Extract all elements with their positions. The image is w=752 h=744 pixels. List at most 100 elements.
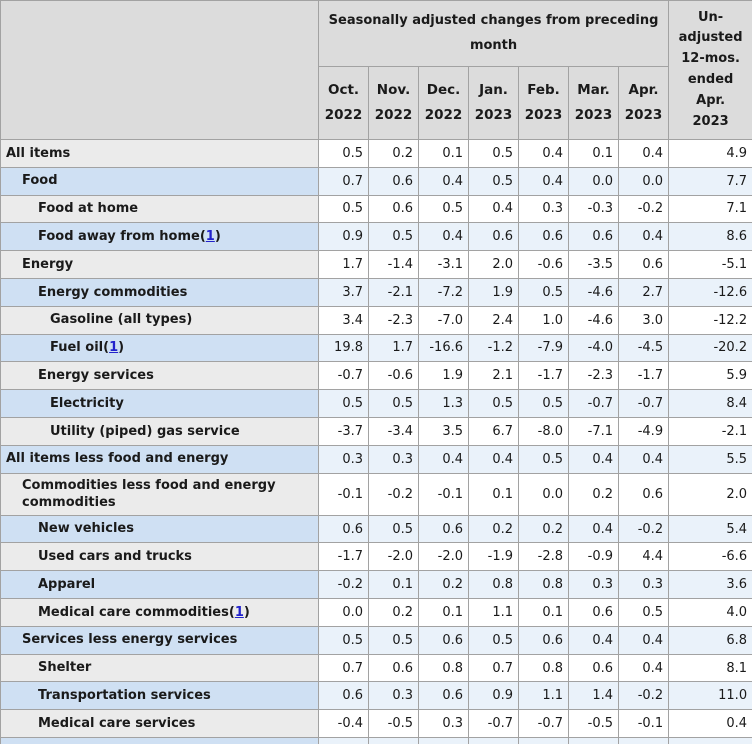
data-cell: 0.5	[368, 514, 419, 544]
data-cell: -0.7	[617, 389, 670, 418]
row-label: All items less food and energy	[0, 444, 319, 474]
data-cell: 1.1	[468, 598, 519, 627]
row-label: Food away from home(1)	[0, 222, 319, 252]
data-cell: 0.4	[617, 222, 670, 252]
data-cell: -1.7	[318, 542, 369, 572]
data-cell: -0.7	[468, 709, 519, 739]
row-label: Medical care commodities(1)	[0, 598, 319, 627]
data-cell: 6.8	[668, 625, 752, 655]
data-cell: -0.5	[568, 709, 619, 739]
data-cell: -0.1	[318, 472, 369, 516]
data-cell: 0.6	[617, 250, 670, 279]
footnote-link[interactable]: 1	[234, 604, 244, 620]
data-cell: -7.9	[518, 333, 569, 363]
data-cell: 0.6	[368, 653, 419, 683]
data-cell: -0.3	[568, 194, 619, 224]
month-header-jan-2023: Jan. 2023	[468, 66, 519, 140]
data-cell: 0.6	[418, 681, 469, 711]
table-row: Energy 1.7 -1.4 -3.1 2.0 -0.6 -3.5 0.6 -5.1	[0, 250, 752, 279]
data-cell: 3.7	[318, 277, 369, 307]
data-cell: 2.1	[468, 361, 519, 391]
data-cell: 19.8	[318, 333, 369, 363]
month-header-apr-2023: Apr. 2023	[617, 66, 670, 140]
data-cell: -1.7	[617, 361, 670, 391]
data-cell	[468, 737, 519, 744]
data-cell: 0.1	[368, 570, 419, 600]
data-cell: 7.7	[668, 166, 752, 196]
data-cell: 3.4	[318, 305, 369, 335]
data-cell: 0.5	[418, 194, 469, 224]
data-cell: 2.4	[468, 305, 519, 335]
data-cell: 0.2	[368, 139, 419, 168]
data-cell: -0.2	[617, 681, 670, 711]
table-row: Gasoline (all types) 3.4 -2.3 -7.0 2.4 1.0 -4.…	[0, 305, 752, 335]
data-cell: 0.3	[318, 444, 369, 474]
data-cell: 0.6	[318, 681, 369, 711]
table-row: Food 0.7 0.6 0.4 0.5 0.4 0.0 0.0 7.7	[0, 166, 752, 196]
footnote-link[interactable]: 1	[109, 340, 119, 356]
data-cell: 0.4	[468, 444, 519, 474]
data-cell: 0.0	[518, 472, 569, 516]
data-cell: 0.6	[418, 514, 469, 544]
data-cell: 0.7	[468, 653, 519, 683]
table-row: Energy services -0.7 -0.6 1.9 2.1 -1.7 -2.3 -1.…	[0, 361, 752, 391]
data-cell: 0.6	[617, 472, 670, 516]
data-cell: 0.8	[418, 653, 469, 683]
month-header-dec-2022: Dec. 2022	[418, 66, 469, 140]
data-cell: -3.1	[418, 250, 469, 279]
data-cell: -0.2	[318, 570, 369, 600]
table-row: Transportation services 0.6 0.3 0.6 0.9 1.1 1.…	[0, 681, 752, 711]
data-cell: 0.6	[568, 222, 619, 252]
row-label: Energy services	[0, 361, 319, 391]
data-cell: 0.9	[318, 222, 369, 252]
data-cell: 8.1	[668, 653, 752, 683]
table-row: Fuel oil(1) 19.8 1.7 -16.6 -1.2 -7.9 -4.0 -4.5-…	[0, 333, 752, 363]
unadjusted-12mo-header: Un- adjusted 12-mos. ended Apr. 2023	[668, 0, 752, 140]
data-cell: 0.8	[518, 570, 569, 600]
data-cell: 0.5	[617, 598, 670, 627]
row-label: Energy	[0, 250, 319, 279]
data-cell: -3.5	[568, 250, 619, 279]
data-cell: 0.5	[468, 625, 519, 655]
table-row: All items 0.5 0.2 0.1 0.5 0.4 0.1 0.4 4.9	[0, 139, 752, 168]
data-cell: 0.5	[468, 389, 519, 418]
data-cell: -7.2	[418, 277, 469, 307]
data-cell: 1.9	[418, 361, 469, 391]
data-cell: -0.7	[568, 389, 619, 418]
row-label: Food at home	[0, 194, 319, 224]
footnote-link[interactable]: 1	[205, 229, 215, 245]
data-cell: 0.4	[518, 139, 569, 168]
data-cell: 0.9	[468, 681, 519, 711]
data-cell: 0.4	[568, 625, 619, 655]
data-cell: -0.6	[368, 361, 419, 391]
data-cell: 0.6	[368, 166, 419, 196]
data-cell: -2.0	[368, 542, 419, 572]
data-cell: 0.1	[468, 472, 519, 516]
data-cell: 0.4	[418, 222, 469, 252]
data-cell: 0.4	[617, 444, 670, 474]
data-cell: 1.0	[518, 305, 569, 335]
data-cell: 0.5	[518, 444, 569, 474]
data-cell: 5.4	[668, 514, 752, 544]
data-cell: -0.1	[617, 709, 670, 739]
month-header-oct-2022: Oct. 2022	[318, 66, 369, 140]
data-cell: 0.4	[568, 514, 619, 544]
data-cell: 5.5	[668, 444, 752, 474]
month-header-row: Oct. 2022 Nov. 2022 Dec. 2022 Jan. 2023 Feb.…	[1, 66, 752, 140]
data-cell: -0.7	[318, 361, 369, 391]
data-cell: -0.1	[418, 472, 469, 516]
data-cell: 0.5	[318, 389, 369, 418]
data-cell: 0.4	[518, 166, 569, 196]
table-row-partial	[0, 737, 752, 744]
data-cell	[518, 737, 569, 744]
data-cell: -2.3	[568, 361, 619, 391]
data-cell: -4.0	[568, 333, 619, 363]
data-cell: -7.0	[418, 305, 469, 335]
row-label: Electricity	[0, 389, 319, 418]
data-cell: -7.1	[568, 416, 619, 446]
table-row: Commodities less food and energy commodi…	[0, 472, 752, 516]
table-row: Energy commodities 3.7 -2.1 -7.2 1.9 0.5 -4.6 2…	[0, 277, 752, 307]
data-cell: 3.5	[418, 416, 469, 446]
